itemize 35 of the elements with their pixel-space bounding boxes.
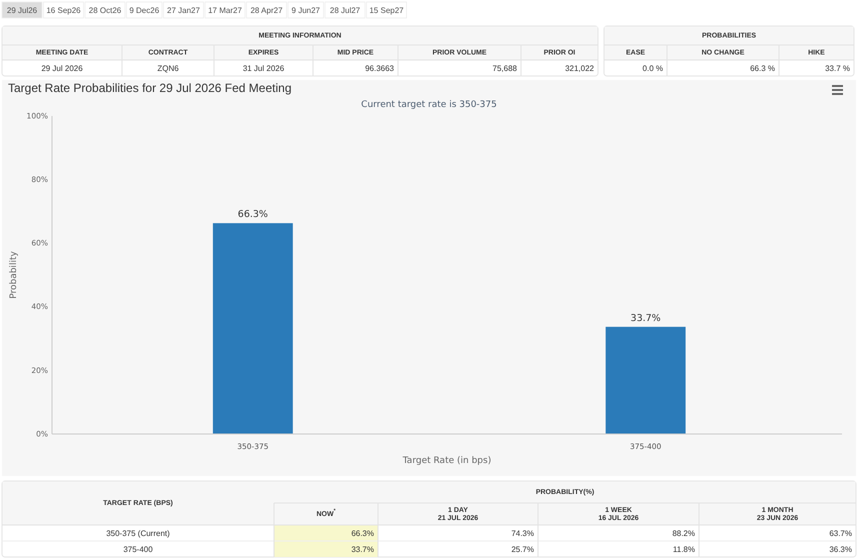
text: 31 Jul 2026 — [242, 64, 284, 72]
text: 33.7 % — [825, 64, 850, 72]
chart-subtitle: Current target rate is 350-375 — [361, 100, 497, 110]
text: 88.2% — [672, 528, 695, 538]
data-label: 33.7% — [630, 312, 661, 324]
category-label: 28 Oct26 — [88, 6, 122, 14]
category-label: 28 Jul27 — [330, 6, 361, 14]
text: ZQN6 — [157, 64, 179, 72]
category-label: 375-400 — [123, 544, 153, 554]
text: 74.3% — [511, 528, 534, 538]
text: 63.7% — [829, 528, 852, 538]
text: 33.7% — [351, 544, 374, 554]
x-axis-title: Target Rate (in bps) — [402, 456, 492, 466]
text: 66.3% — [351, 528, 374, 538]
text: 321,022 — [565, 64, 594, 72]
text: 75,688 — [492, 64, 517, 72]
category-label: 17 Mar27 — [208, 6, 242, 14]
text: 25.7% — [511, 544, 534, 554]
category-label: 27 Jan27 — [167, 6, 201, 14]
category-label: 350-375 (Current) — [106, 528, 170, 538]
text: 36.3% — [829, 544, 852, 554]
category-label: 9 Jun27 — [292, 6, 321, 14]
category-label: 16 Sep26 — [46, 6, 82, 14]
data-label: 66.3% — [238, 209, 268, 220]
y-axis-title: Probability — [9, 250, 19, 299]
category-label: 28 Apr27 — [250, 6, 284, 14]
category-label: 9 Dec26 — [129, 6, 160, 14]
text: 0.0 % — [642, 64, 663, 72]
category-label: 29 Jul26 — [6, 6, 38, 14]
chart-title: Target Rate Probabilities for 29 Jul 2026 Fed Meeting — [8, 81, 292, 95]
category-label: 15 Sep27 — [369, 6, 404, 14]
text: 11.8% — [672, 544, 695, 554]
text: 29 Jul 2026 — [41, 64, 83, 72]
text: 66.3 % — [750, 64, 775, 72]
text: 96.3663 — [365, 64, 394, 72]
